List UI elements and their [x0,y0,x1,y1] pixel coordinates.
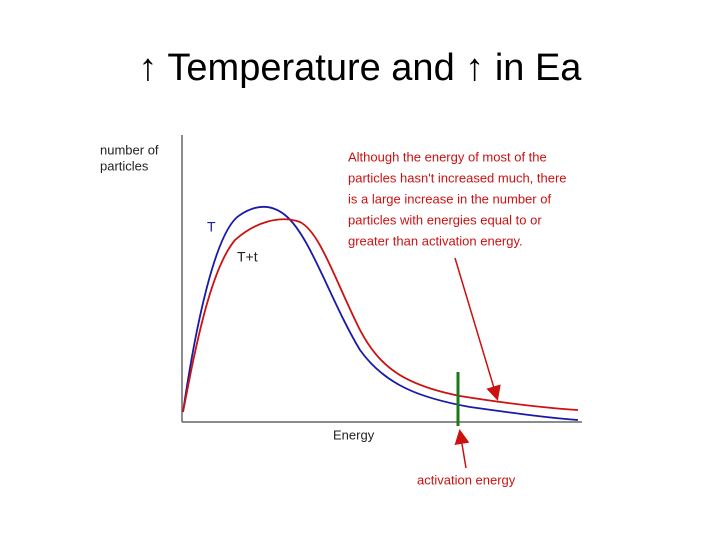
activation-label: activation energy [417,472,516,487]
annotation: Although the energy of most of the parti… [348,149,567,248]
annotation-line: Although the energy of most of the [348,149,547,164]
x-axis-label: Energy [333,427,375,442]
annotation-line: particles hasn't increased much, there [348,170,567,185]
curve-T [182,205,579,421]
y-axis-label: number of [100,142,159,157]
curve-label: T+t [237,249,258,265]
annotation-line: is a large increase in the number of [348,191,551,206]
curve-T-plus-t [182,218,579,413]
curve-label: T [207,219,216,235]
arrow [454,257,501,401]
title: ↑ Temperature and ↑ in Ea [139,47,583,89]
annotation-line: particles with energies equal to or [348,212,542,227]
y-axis-label: particles [100,158,149,173]
arrow [454,429,470,469]
annotation-line: greater than activation energy. [348,233,523,248]
